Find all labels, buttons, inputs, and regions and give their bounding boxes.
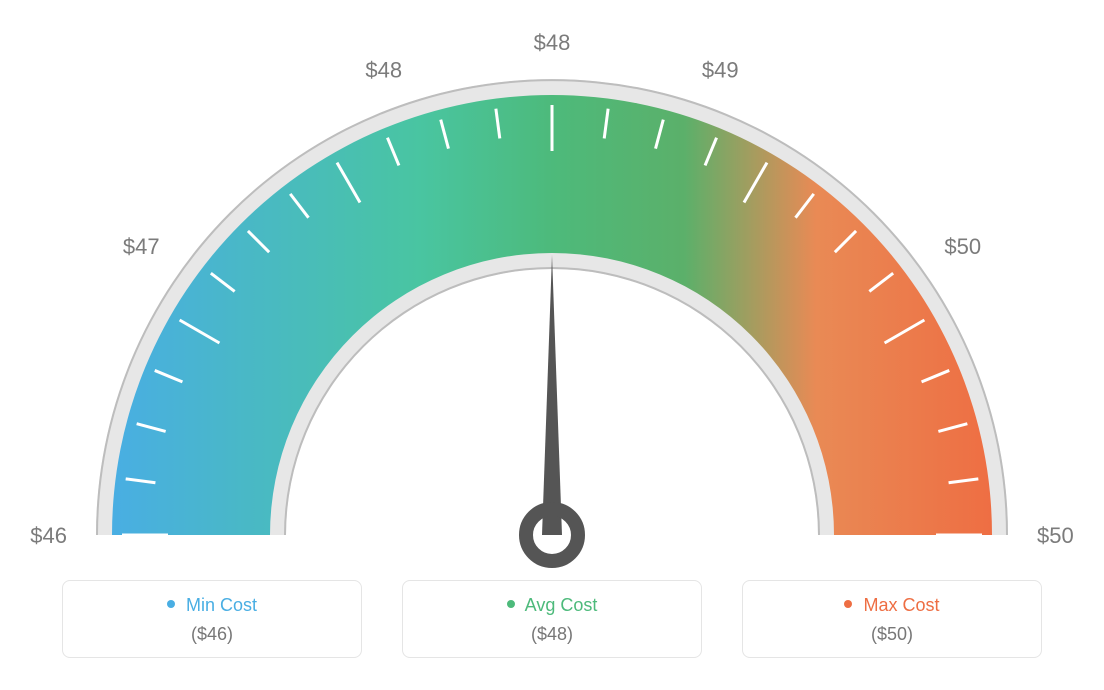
svg-text:$46: $46	[30, 523, 67, 548]
legend-label: Min Cost	[186, 595, 257, 615]
svg-text:$50: $50	[1037, 523, 1074, 548]
legend-card-min: Min Cost ($46)	[62, 580, 362, 658]
legend-value-avg: ($48)	[413, 624, 691, 645]
legend-value-min: ($46)	[73, 624, 351, 645]
svg-text:$48: $48	[534, 30, 571, 55]
dot-icon	[507, 600, 515, 608]
dot-icon	[844, 600, 852, 608]
svg-text:$47: $47	[123, 234, 160, 259]
gauge-chart: $46 $47 $48 $48 $49 $50 $50	[0, 0, 1104, 570]
svg-text:$50: $50	[944, 234, 981, 259]
svg-text:$48: $48	[365, 58, 402, 83]
svg-text:$49: $49	[702, 58, 739, 83]
legend-title-avg: Avg Cost	[413, 595, 691, 616]
legend-card-avg: Avg Cost ($48)	[402, 580, 702, 658]
legend-title-max: Max Cost	[753, 595, 1031, 616]
legend-label: Max Cost	[863, 595, 939, 615]
legend-label: Avg Cost	[525, 595, 598, 615]
legend-title-min: Min Cost	[73, 595, 351, 616]
legend-row: Min Cost ($46) Avg Cost ($48) Max Cost (…	[0, 580, 1104, 658]
dot-icon	[167, 600, 175, 608]
legend-value-max: ($50)	[753, 624, 1031, 645]
legend-card-max: Max Cost ($50)	[742, 580, 1042, 658]
